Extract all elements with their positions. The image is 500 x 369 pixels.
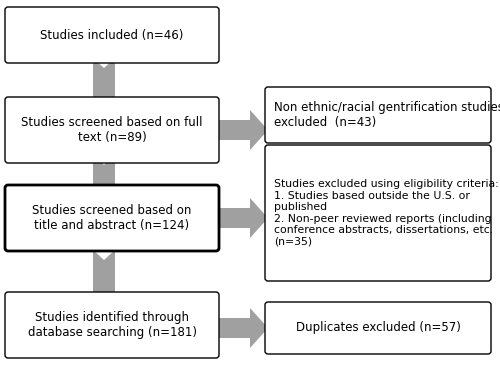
FancyBboxPatch shape [265,145,491,281]
Polygon shape [82,48,126,100]
FancyBboxPatch shape [5,97,219,163]
Text: Studies identified through
database searching (n=181): Studies identified through database sear… [28,311,196,339]
FancyBboxPatch shape [5,185,219,251]
Text: Studies excluded using eligibility criteria:
1. Studies based outside the U.S. o: Studies excluded using eligibility crite… [274,179,499,247]
FancyBboxPatch shape [5,292,219,358]
Text: Studies included (n=46): Studies included (n=46) [40,28,184,41]
Text: Studies screened based on
title and abstract (n=124): Studies screened based on title and abst… [32,204,192,232]
Polygon shape [216,110,268,150]
FancyBboxPatch shape [265,87,491,143]
Text: Non ethnic/racial gentrification studies
excluded  (n=43): Non ethnic/racial gentrification studies… [274,101,500,129]
Text: Studies screened based on full
text (n=89): Studies screened based on full text (n=8… [21,116,203,144]
Text: Duplicates excluded (n=57): Duplicates excluded (n=57) [296,321,460,335]
Polygon shape [216,198,268,238]
FancyBboxPatch shape [5,7,219,63]
FancyBboxPatch shape [265,302,491,354]
Polygon shape [82,240,126,295]
Polygon shape [82,145,126,188]
Polygon shape [216,308,268,348]
